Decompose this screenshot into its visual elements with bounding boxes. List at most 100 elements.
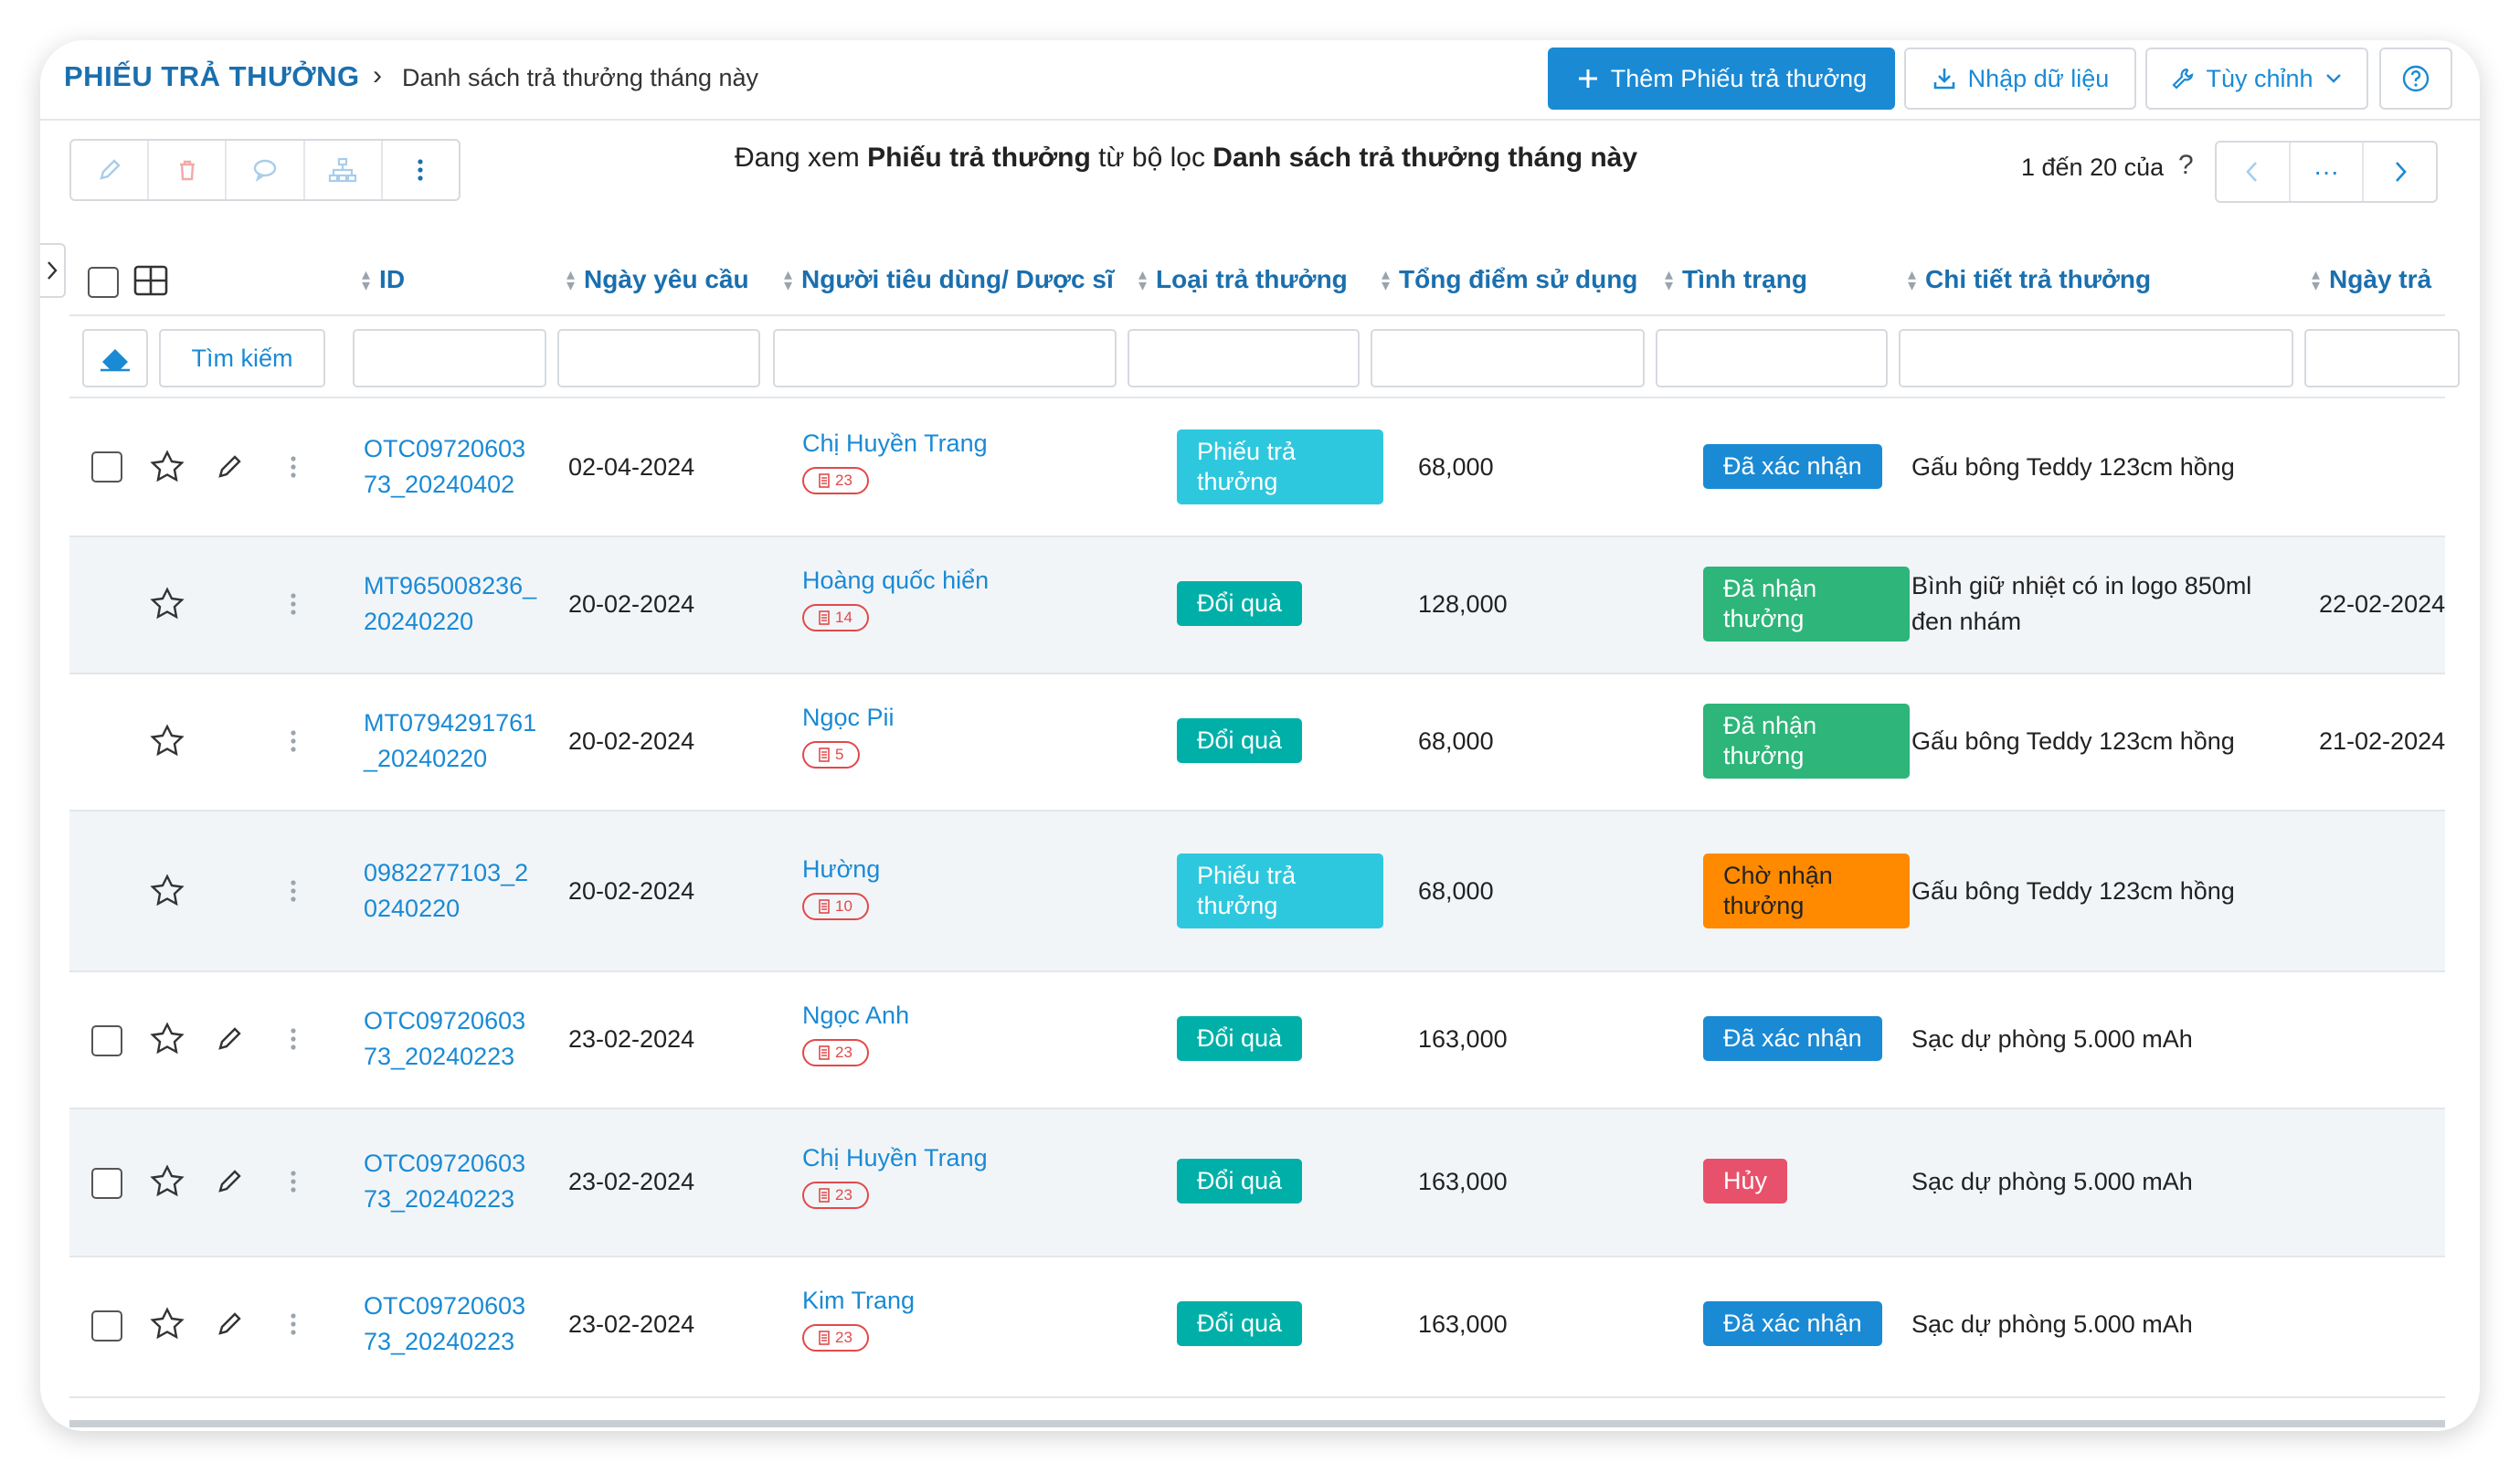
pencil-icon[interactable]: [216, 1166, 245, 1195]
column-status-label: Tình trạng: [1682, 265, 1807, 293]
star-icon[interactable]: [150, 1307, 185, 1340]
kebab-icon[interactable]: [289, 590, 298, 618]
row-customer-name[interactable]: Hường: [802, 855, 881, 883]
row-id-link[interactable]: OTC0972060373_20240402: [364, 435, 526, 498]
star-icon[interactable]: [150, 1164, 185, 1197]
table-row[interactable]: OTC0972060373_20240402 02-04-2024 Chị Hu…: [69, 398, 2445, 537]
row-checkbox[interactable]: [91, 1310, 122, 1341]
table-row[interactable]: MT965008236_20240220 20-02-2024 Hoàng qu…: [69, 537, 2445, 674]
table-row[interactable]: OTC0972060373_20240223 23-02-2024 Ngọc A…: [69, 972, 2445, 1109]
row-reward-detail: Gấu bông Teddy 123cm hồng: [1911, 727, 2235, 755]
column-paid-date[interactable]: ▴ ▾ Ngày trả: [2312, 265, 2431, 294]
table-row[interactable]: MT0794291761_20240220 20-02-2024 Ngọc Pi…: [69, 674, 2445, 811]
horizontal-scrollbar[interactable]: [69, 1420, 2445, 1427]
more-pages-button[interactable]: ···: [2291, 143, 2365, 201]
row-customer-name[interactable]: Kim Trang: [802, 1287, 916, 1314]
row-customer: Ngọc Pii 5: [802, 704, 895, 769]
kebab-icon[interactable]: [289, 453, 298, 481]
row-customer-name[interactable]: Ngọc Anh: [802, 1002, 910, 1029]
pager-total-unknown[interactable]: ?: [2178, 150, 2194, 180]
row-points: 68,000: [1418, 877, 1494, 905]
comment-tool-button[interactable]: [227, 141, 305, 199]
filter-detail-input[interactable]: [1899, 329, 2293, 387]
edit-tool-button[interactable]: [71, 141, 150, 199]
column-reward-type[interactable]: ▴ ▾ Loại trả thưởng: [1138, 265, 1348, 294]
column-status[interactable]: ▴ ▾ Tình trạng: [1665, 265, 1807, 294]
kebab-icon: [418, 159, 424, 181]
row-reward-type-tag: Đổi quà: [1177, 1301, 1303, 1346]
kebab-icon[interactable]: [289, 1025, 298, 1053]
row-id-link[interactable]: MT0794291761_20240220: [364, 709, 537, 772]
row-id-link[interactable]: MT965008236_20240220: [364, 572, 537, 635]
page-header: PHIẾU TRẢ THƯỞNG › Danh sách trả thưởng …: [40, 40, 2480, 121]
pencil-icon[interactable]: [216, 451, 245, 481]
kebab-icon[interactable]: [289, 877, 298, 905]
help-button[interactable]: [2379, 48, 2452, 110]
row-order-count: 10: [835, 897, 852, 915]
row-checkbox[interactable]: [91, 451, 122, 482]
row-customer-name[interactable]: Hoàng quốc hiển: [802, 567, 990, 594]
column-id[interactable]: ▴ ▾ ID: [362, 265, 405, 294]
star-icon[interactable]: [150, 450, 185, 482]
delete-tool-button[interactable]: [149, 141, 228, 199]
star-icon[interactable]: [150, 587, 185, 620]
sort-icon: ▴ ▾: [1138, 265, 1148, 294]
row-points: 163,000: [1418, 1310, 1508, 1338]
row-id-link[interactable]: OTC0972060373_20240223: [364, 1007, 526, 1070]
select-all-checkbox[interactable]: [88, 267, 119, 298]
filter-status-input[interactable]: [1656, 329, 1888, 387]
filter-paid-date-input[interactable]: [2304, 329, 2460, 387]
row-paid-date: 21-02-2024: [2319, 727, 2446, 755]
star-icon[interactable]: [150, 724, 185, 757]
pagination: ···: [2215, 141, 2438, 203]
row-id-link[interactable]: OTC0972060373_20240223: [364, 1292, 526, 1355]
row-customer-name[interactable]: Chị Huyền Trang: [802, 429, 988, 457]
hierarchy-tool-button[interactable]: [305, 141, 383, 199]
row-checkbox[interactable]: [91, 1168, 122, 1199]
row-checkbox[interactable]: [91, 1025, 122, 1056]
filter-points-input[interactable]: [1371, 329, 1645, 387]
receipt-icon: [819, 1331, 830, 1345]
table-row[interactable]: OTC0972060373_20240223 23-02-2024 Chị Hu…: [69, 1109, 2445, 1257]
table-row[interactable]: 0982277103_20240220 20-02-2024 Hường 10 …: [69, 811, 2445, 972]
row-order-count: 5: [835, 746, 844, 763]
row-order-count: 23: [835, 1044, 852, 1061]
add-reward-label: Thêm Phiếu trả thưởng: [1610, 64, 1868, 92]
add-reward-button[interactable]: Thêm Phiếu trả thưởng: [1548, 48, 1895, 110]
column-request-date[interactable]: ▴ ▾ Ngày yêu cầu: [566, 265, 749, 294]
row-customer: Hoàng quốc hiển 14: [802, 567, 989, 631]
row-customer-name[interactable]: Ngọc Pii: [802, 704, 895, 731]
more-tool-button[interactable]: [383, 141, 459, 199]
filter-date-input[interactable]: [557, 329, 760, 387]
pencil-icon[interactable]: [216, 1023, 245, 1053]
star-icon[interactable]: [150, 1022, 185, 1055]
row-id-link[interactable]: 0982277103_20240220: [364, 859, 529, 922]
star-icon[interactable]: [150, 874, 185, 907]
clear-filter-button[interactable]: [82, 329, 148, 387]
filter-type-input[interactable]: [1128, 329, 1360, 387]
table-row[interactable]: OTC0972060373_20240223 23-02-2024 Kim Tr…: [69, 1257, 2445, 1398]
column-total-points[interactable]: ▴ ▾ Tổng điểm sử dụng: [1382, 265, 1637, 294]
row-reward-type-tag: Phiếu trả thưởng: [1177, 854, 1383, 928]
column-reward-detail[interactable]: ▴ ▾ Chi tiết trả thưởng: [1908, 265, 2151, 294]
kebab-icon[interactable]: [289, 727, 298, 755]
column-customer[interactable]: ▴ ▾ Người tiêu dùng/ Dược sĩ: [784, 265, 1114, 294]
kebab-icon[interactable]: [289, 1310, 298, 1338]
next-page-button[interactable]: [2364, 143, 2436, 201]
row-order-count-badge: 23: [802, 1039, 869, 1066]
breadcrumb[interactable]: Danh sách trả thưởng tháng này: [402, 64, 759, 91]
sidebar-toggle[interactable]: [40, 243, 66, 298]
search-button[interactable]: Tìm kiếm: [159, 329, 325, 387]
filter-id-input[interactable]: [353, 329, 546, 387]
filter-customer-input[interactable]: [773, 329, 1117, 387]
customize-button[interactable]: Tùy chỉnh: [2145, 48, 2368, 110]
grid-icon[interactable]: [133, 265, 168, 296]
import-data-button[interactable]: Nhập dữ liệu: [1904, 48, 2136, 110]
kebab-icon[interactable]: [289, 1168, 298, 1195]
eraser-icon: [101, 349, 130, 372]
row-customer: Chị Huyền Trang 23: [802, 1144, 988, 1209]
prev-page-button[interactable]: [2217, 143, 2291, 201]
row-customer-name[interactable]: Chị Huyền Trang: [802, 1144, 988, 1172]
pencil-icon[interactable]: [216, 1309, 245, 1338]
row-id-link[interactable]: OTC0972060373_20240223: [364, 1150, 526, 1213]
